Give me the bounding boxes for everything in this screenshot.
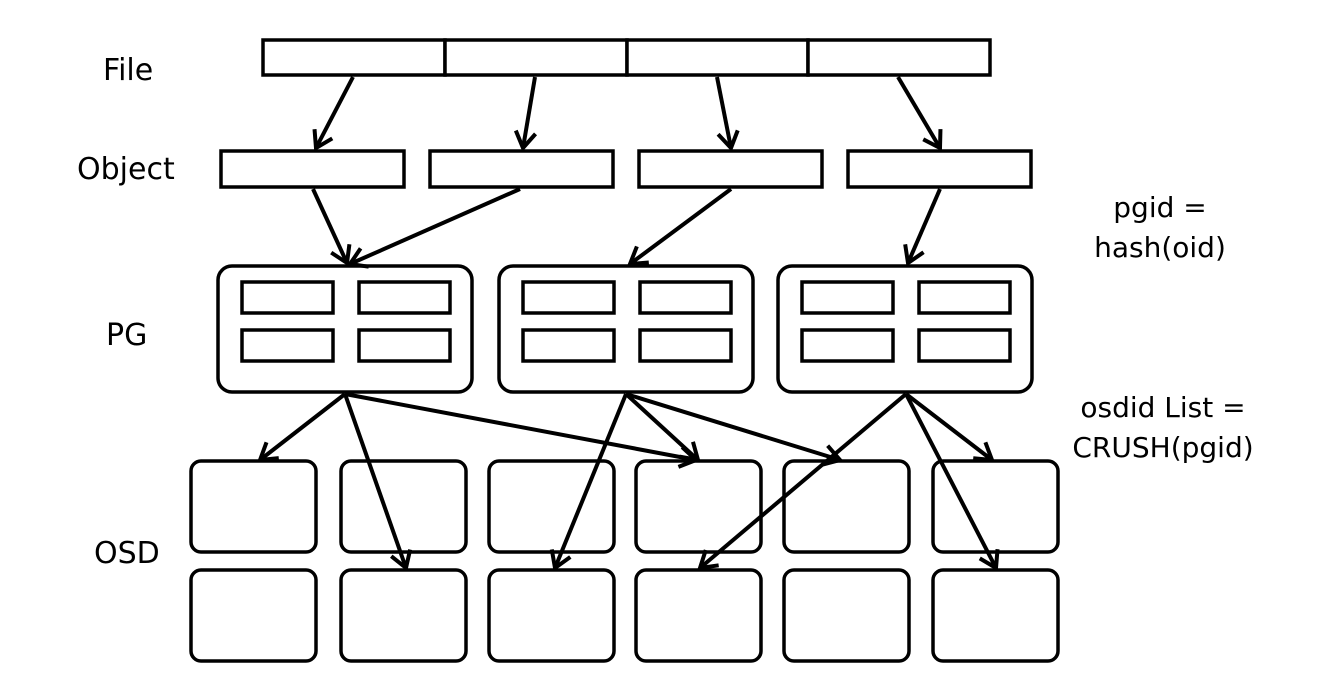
pg-slot	[357, 280, 452, 315]
pg-groups	[216, 264, 1034, 394]
pg-group	[216, 264, 474, 394]
arrow-pg-osd	[344, 392, 700, 469]
osd-box	[931, 568, 1060, 663]
arrow-file-object	[513, 76, 538, 152]
label-file: File	[103, 53, 154, 88]
pg-group	[776, 264, 1034, 394]
pg-slot	[917, 328, 1012, 363]
pg-slot	[521, 328, 616, 363]
arrow-object-pg	[626, 187, 733, 267]
arrow-pg-osd	[625, 392, 844, 467]
crush-formula: osdid List = CRUSH(pgid)	[1056, 388, 1270, 468]
osd-box	[782, 568, 911, 663]
pg-slot	[800, 280, 895, 315]
pg-slot	[240, 328, 335, 363]
osd-box	[189, 459, 318, 554]
pgid-formula-line2: hash(oid)	[1094, 231, 1226, 264]
file-segment	[806, 38, 992, 77]
arrow-pg-osd	[343, 393, 413, 572]
arrow-pg-osd	[904, 392, 995, 463]
osd-box	[634, 459, 763, 554]
file-segment	[443, 38, 629, 77]
object-box	[428, 149, 615, 189]
arrow-file-object	[715, 76, 740, 152]
osd-box	[339, 459, 468, 554]
pg-slot	[357, 328, 452, 363]
arrow-object-pg	[346, 187, 521, 269]
object-box	[637, 149, 824, 189]
pg-slot	[240, 280, 335, 315]
arrow-pg-osd	[624, 392, 701, 463]
pg-slot	[638, 328, 733, 363]
arrow-pg-osd	[904, 393, 1000, 572]
osd-box	[189, 568, 318, 663]
label-pg: PG	[106, 318, 148, 353]
arrow-pg-osd	[697, 392, 908, 571]
crush-formula-line1: osdid List =	[1080, 391, 1246, 424]
pgid-formula: pgid = hash(oid)	[1070, 188, 1250, 268]
osd-box	[931, 459, 1060, 554]
label-object: Object	[77, 152, 175, 187]
crush-formula-line2: CRUSH(pgid)	[1072, 431, 1254, 464]
pg-slot	[800, 328, 895, 363]
object-box	[219, 149, 406, 189]
arrow-file-object	[312, 76, 355, 152]
label-osd: OSD	[94, 536, 160, 571]
pg-slot	[521, 280, 616, 315]
osd-grid	[189, 459, 1060, 663]
pg-slot	[638, 280, 733, 315]
pgid-formula-line1: pgid =	[1113, 191, 1207, 224]
osd-box	[634, 568, 763, 663]
file-segment	[261, 38, 447, 77]
file-segment	[625, 38, 810, 77]
objects	[219, 149, 1033, 189]
arrows	[257, 75, 1000, 572]
arrow-object-pg	[311, 188, 352, 267]
arrow-object-pg	[903, 188, 942, 267]
osd-box	[782, 459, 911, 554]
arrow-pg-osd	[549, 393, 628, 572]
file-bar	[261, 38, 992, 77]
object-box	[846, 149, 1033, 189]
osd-box	[339, 568, 468, 663]
osd-box	[487, 568, 616, 663]
arrow-pg-osd	[257, 392, 347, 463]
pg-group	[497, 264, 755, 394]
arrow-file-object	[896, 75, 943, 152]
pg-slot	[917, 280, 1012, 315]
